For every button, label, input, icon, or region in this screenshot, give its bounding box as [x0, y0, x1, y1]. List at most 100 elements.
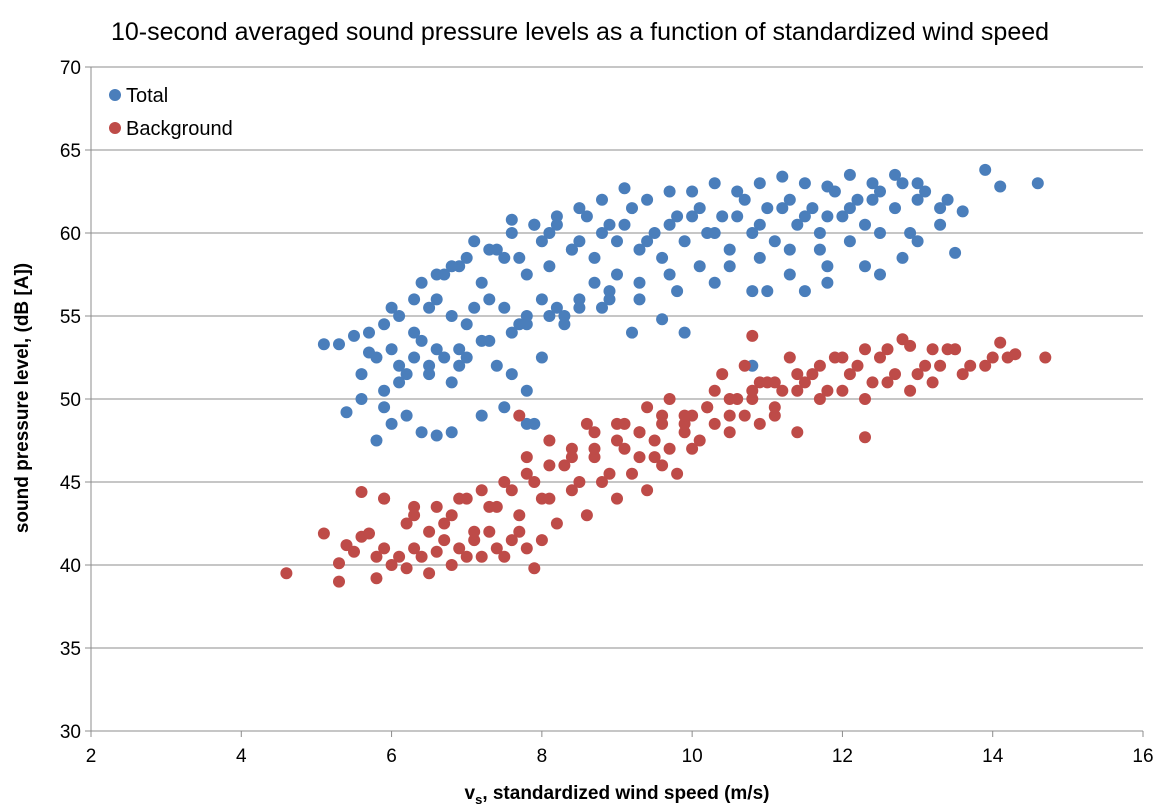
- data-point-total: [956, 205, 969, 218]
- data-point-total: [708, 227, 721, 239]
- data-point-total: [686, 185, 699, 198]
- data-point-total: [385, 343, 398, 356]
- data-point-background: [528, 476, 541, 488]
- data-point-total: [686, 210, 699, 223]
- data-point-background: [911, 368, 924, 381]
- data-point-background: [408, 500, 421, 513]
- data-point-background: [768, 401, 781, 414]
- data-point-background: [400, 517, 413, 530]
- data-point-background: [588, 426, 601, 439]
- data-point-total: [460, 351, 473, 364]
- data-point-background: [693, 434, 706, 447]
- data-point-total: [821, 210, 834, 223]
- data-point-background: [520, 451, 533, 464]
- data-point-background: [445, 509, 458, 522]
- data-point-background: [678, 417, 691, 430]
- data-point-total: [490, 359, 503, 372]
- y-tick-label: 70: [60, 58, 81, 79]
- data-point-total: [768, 235, 781, 248]
- data-point-background: [656, 409, 669, 422]
- data-point-background: [520, 542, 533, 555]
- data-point-total: [513, 318, 526, 331]
- data-point-background: [656, 459, 669, 472]
- data-point-background: [475, 550, 488, 563]
- data-point-total: [603, 293, 616, 306]
- data-point-background: [1009, 348, 1022, 361]
- data-point-background: [505, 534, 518, 547]
- data-point-total: [573, 235, 586, 248]
- data-point-background: [423, 525, 436, 538]
- legend-marker-background: [109, 122, 121, 134]
- data-point-total: [520, 417, 533, 430]
- data-point-total: [483, 243, 496, 256]
- data-point-total: [806, 202, 819, 215]
- data-point-total: [423, 368, 436, 381]
- data-point-total: [528, 218, 541, 231]
- data-point-background: [408, 509, 421, 522]
- data-point-total: [596, 193, 608, 206]
- data-point-total: [348, 329, 360, 342]
- data-point-background: [430, 500, 443, 513]
- data-point-background: [558, 459, 571, 472]
- data-point-total: [641, 193, 654, 206]
- data-point-total: [543, 227, 556, 239]
- data-point-total: [520, 268, 533, 281]
- data-point-background: [641, 484, 654, 497]
- data-point-background: [415, 550, 428, 563]
- data-point-background: [453, 542, 466, 555]
- data-point-total: [355, 368, 368, 381]
- data-point-total: [393, 310, 406, 322]
- data-point-total: [821, 276, 834, 289]
- data-point-total: [445, 310, 458, 322]
- data-point-total: [663, 218, 676, 231]
- data-point-total: [611, 235, 623, 248]
- data-point-background: [836, 351, 849, 364]
- data-point-background: [753, 417, 766, 430]
- data-point-background: [964, 359, 977, 372]
- data-point-total: [505, 326, 518, 339]
- data-point-background: [611, 492, 623, 505]
- data-point-total: [866, 177, 879, 190]
- data-point-background: [881, 376, 894, 389]
- data-point-background: [483, 500, 496, 513]
- data-point-background: [543, 492, 556, 505]
- data-point-total: [460, 251, 473, 264]
- x-tick-label: 10: [682, 746, 703, 767]
- data-point-total: [731, 185, 744, 198]
- data-point-total: [535, 293, 548, 306]
- data-point-background: [333, 557, 345, 570]
- data-point-total: [813, 243, 826, 256]
- data-point-background: [393, 550, 406, 563]
- data-point-total: [911, 193, 924, 206]
- y-tick-label: 50: [60, 390, 81, 411]
- data-point-total: [889, 168, 901, 181]
- data-point-total: [415, 334, 428, 347]
- data-point-total: [656, 313, 669, 326]
- data-points: [280, 163, 1052, 588]
- data-point-total: [550, 210, 563, 223]
- data-point-total: [919, 185, 932, 198]
- data-point-background: [768, 409, 781, 422]
- x-axis-title-rest: , standardized wind speed (m/s): [482, 783, 769, 804]
- data-point-total: [603, 218, 616, 231]
- data-point-total: [333, 338, 345, 351]
- data-point-background: [528, 562, 541, 575]
- data-point-total: [453, 343, 466, 356]
- data-point-total: [776, 170, 789, 183]
- data-point-background: [798, 376, 811, 389]
- data-point-total: [671, 210, 684, 223]
- data-point-background: [565, 484, 578, 497]
- data-point-background: [430, 545, 443, 558]
- data-point-background: [671, 467, 684, 480]
- data-point-total: [738, 193, 751, 206]
- grid-lines: [85, 66, 1143, 732]
- y-tick-label: 60: [60, 224, 81, 245]
- data-point-background: [520, 467, 533, 480]
- data-point-total: [934, 218, 947, 231]
- data-point-background: [490, 542, 503, 555]
- data-point-total: [588, 276, 601, 289]
- data-point-background: [513, 525, 526, 538]
- data-point-background: [453, 492, 466, 505]
- data-point-background: [438, 534, 451, 547]
- data-point-total: [753, 177, 766, 190]
